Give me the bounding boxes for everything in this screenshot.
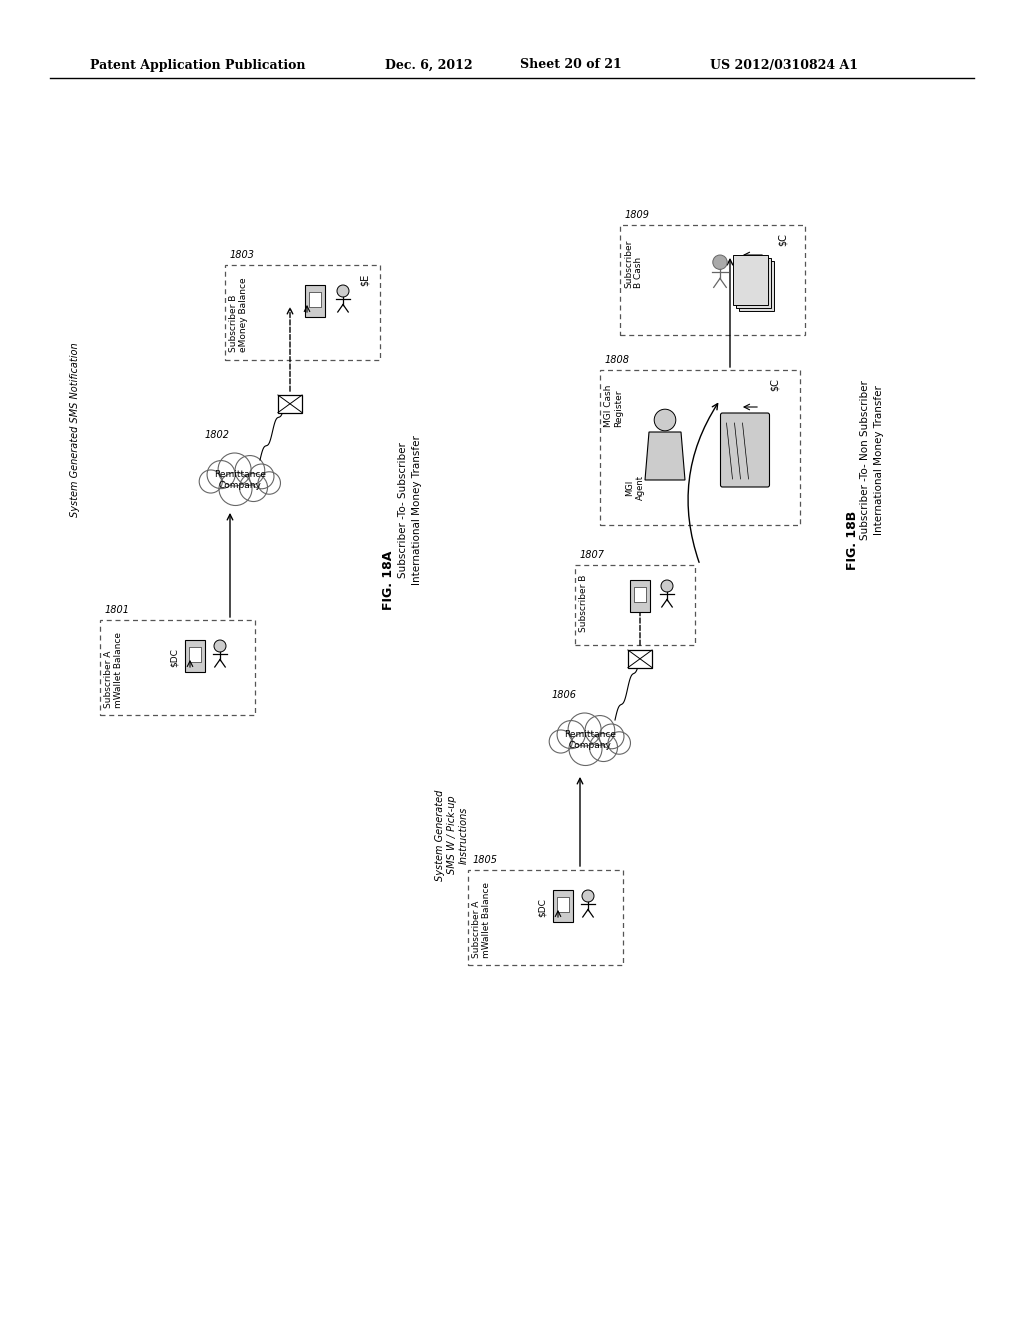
Circle shape: [219, 473, 252, 506]
Text: Remittance
Company: Remittance Company: [214, 470, 266, 490]
Circle shape: [585, 715, 614, 746]
Text: MGI Cash
Register: MGI Cash Register: [604, 385, 624, 428]
Text: Sub B Gives MGRN
Number To
MGI Agent: Sub B Gives MGRN Number To MGI Agent: [688, 474, 779, 507]
Circle shape: [662, 579, 673, 591]
Bar: [634, 587, 646, 602]
Circle shape: [713, 255, 727, 269]
Bar: [225, 265, 380, 360]
Text: MGI
Agent: MGI Agent: [626, 475, 645, 500]
Ellipse shape: [209, 465, 271, 495]
Text: 1801: 1801: [105, 605, 130, 615]
Text: 1805: 1805: [473, 855, 498, 865]
Circle shape: [214, 640, 226, 652]
Bar: [732, 255, 768, 305]
Bar: [630, 579, 650, 612]
Bar: [620, 224, 805, 335]
Text: $C: $C: [770, 379, 780, 392]
Bar: [628, 649, 652, 668]
Text: Subscriber B: Subscriber B: [579, 576, 588, 632]
FancyBboxPatch shape: [721, 413, 769, 487]
Circle shape: [557, 721, 585, 748]
Text: $C: $C: [778, 234, 788, 247]
Bar: [278, 395, 302, 413]
Text: System Generated SMS Notification: System Generated SMS Notification: [70, 343, 80, 517]
Circle shape: [200, 470, 222, 494]
Polygon shape: [645, 432, 685, 480]
Bar: [575, 565, 695, 645]
Bar: [738, 261, 773, 312]
Text: FIG. 18B: FIG. 18B: [846, 511, 858, 570]
Ellipse shape: [558, 725, 622, 755]
Bar: [557, 898, 569, 912]
Circle shape: [608, 731, 631, 754]
Circle shape: [218, 453, 251, 486]
Text: 1808: 1808: [605, 355, 630, 366]
Circle shape: [590, 734, 617, 762]
Text: $DC: $DC: [170, 648, 178, 668]
Circle shape: [249, 465, 274, 488]
Circle shape: [207, 461, 236, 488]
Bar: [305, 285, 325, 317]
Text: $E: $E: [360, 273, 370, 286]
Text: Patent Application Publication: Patent Application Publication: [90, 58, 305, 71]
Text: 1803: 1803: [230, 249, 255, 260]
Bar: [309, 292, 321, 306]
Text: Subscriber B
eMoney Balance: Subscriber B eMoney Balance: [229, 277, 249, 351]
Text: Subscriber -To- Subscriber
International Money Transfer: Subscriber -To- Subscriber International…: [398, 436, 422, 585]
Bar: [468, 870, 623, 965]
Circle shape: [337, 285, 349, 297]
Text: 1806: 1806: [552, 690, 577, 700]
Circle shape: [582, 890, 594, 902]
Circle shape: [549, 730, 572, 752]
Bar: [185, 640, 205, 672]
Bar: [735, 257, 770, 308]
Circle shape: [236, 455, 265, 486]
Text: Subscriber A
mWallet Balance: Subscriber A mWallet Balance: [472, 882, 492, 958]
Circle shape: [599, 725, 624, 748]
Circle shape: [240, 474, 267, 502]
Bar: [189, 647, 201, 661]
Text: FIG. 18A: FIG. 18A: [382, 550, 394, 610]
Text: Subscriber -To- Non Subscriber
International Money Transfer: Subscriber -To- Non Subscriber Internati…: [860, 380, 884, 540]
Circle shape: [654, 409, 676, 430]
Text: System Generated
SMS W / Pick-up
Instructions: System Generated SMS W / Pick-up Instruc…: [435, 789, 469, 880]
Circle shape: [568, 713, 601, 746]
Text: Dec. 6, 2012: Dec. 6, 2012: [385, 58, 473, 71]
Text: Remittance
Company: Remittance Company: [564, 730, 616, 750]
Text: 1809: 1809: [625, 210, 650, 220]
Bar: [600, 370, 800, 525]
Text: Sheet 20 of 21: Sheet 20 of 21: [520, 58, 622, 71]
Text: 1802: 1802: [205, 430, 230, 440]
Text: 1807: 1807: [580, 550, 605, 560]
Text: $DC: $DC: [538, 899, 547, 917]
Circle shape: [258, 471, 281, 494]
Bar: [553, 890, 573, 921]
Text: US 2012/0310824 A1: US 2012/0310824 A1: [710, 58, 858, 71]
Text: Subscriber A
mWallet Balance: Subscriber A mWallet Balance: [104, 632, 124, 708]
Bar: [100, 620, 255, 715]
Text: Subscriber
B Cash: Subscriber B Cash: [624, 240, 643, 288]
Circle shape: [569, 733, 602, 766]
